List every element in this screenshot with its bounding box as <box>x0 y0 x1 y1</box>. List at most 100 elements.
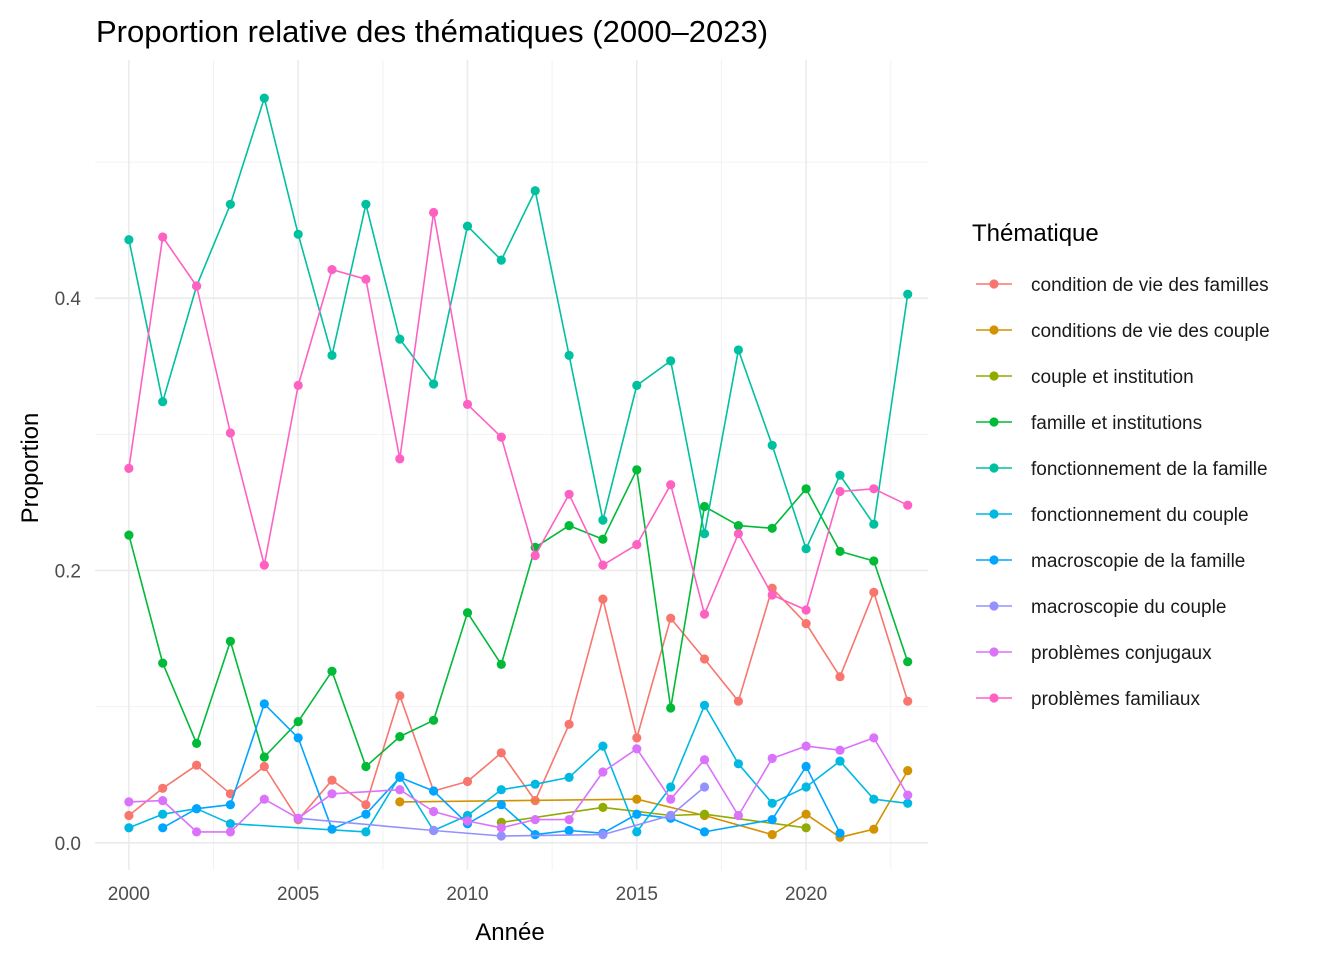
x-tick-label: 2015 <box>616 884 658 905</box>
data-point <box>869 824 879 834</box>
data-point <box>530 830 540 840</box>
data-point <box>327 775 337 785</box>
series-line <box>162 703 841 836</box>
legend-label: condition de vie des familles <box>1031 275 1269 296</box>
data-point <box>767 815 777 825</box>
data-point <box>869 794 879 804</box>
data-point <box>327 350 337 360</box>
data-point <box>869 587 879 597</box>
data-point <box>429 715 439 725</box>
data-point <box>259 761 269 772</box>
data-point <box>767 523 777 533</box>
data-point <box>869 733 879 743</box>
data-point <box>395 785 405 795</box>
x-tick-label: 2000 <box>108 884 150 905</box>
data-point <box>699 827 710 837</box>
data-point <box>158 809 168 819</box>
legend-item: condition de vie des familles <box>976 275 1269 296</box>
data-point <box>293 717 303 727</box>
data-point <box>496 800 506 810</box>
data-point <box>496 432 506 442</box>
data-point <box>361 274 371 284</box>
legend-label: famille et institutions <box>1031 413 1202 434</box>
data-point <box>632 540 642 550</box>
series-layer <box>124 93 913 842</box>
data-point <box>496 255 506 265</box>
data-point <box>327 824 337 834</box>
data-point <box>327 666 337 676</box>
data-point <box>395 691 405 701</box>
data-point <box>801 809 811 819</box>
data-point <box>225 800 235 810</box>
data-point <box>361 199 371 209</box>
legend-key-point <box>989 647 999 657</box>
data-point <box>259 93 269 103</box>
series-line <box>128 469 909 768</box>
data-point <box>496 748 506 758</box>
data-point <box>666 480 676 490</box>
x-tick-label: 2005 <box>277 884 319 905</box>
data-point <box>192 738 202 749</box>
data-point <box>429 207 439 218</box>
data-point <box>530 815 540 825</box>
series-line <box>128 704 908 833</box>
series-line <box>399 770 909 839</box>
data-point <box>801 741 811 751</box>
legend-item: conditions de vie des couple <box>976 321 1270 342</box>
data-point <box>632 465 642 475</box>
x-axis-title: Année <box>475 919 544 946</box>
data-point <box>699 654 710 664</box>
data-point <box>835 470 845 480</box>
data-point <box>429 806 439 817</box>
data-point <box>361 761 371 772</box>
data-point <box>124 463 134 473</box>
data-point <box>903 790 913 800</box>
data-point <box>158 232 168 242</box>
data-point <box>327 789 337 799</box>
data-point <box>835 828 845 838</box>
x-tick-label: 2020 <box>785 884 827 905</box>
data-point <box>124 235 134 245</box>
data-point <box>598 515 608 525</box>
data-point <box>835 756 845 766</box>
series-line <box>128 211 909 615</box>
data-point <box>361 827 371 837</box>
data-point <box>395 334 405 344</box>
data-point <box>903 657 913 667</box>
data-point <box>225 428 235 438</box>
data-point <box>598 802 608 813</box>
series-8 <box>124 733 913 837</box>
data-point <box>564 489 574 499</box>
data-point <box>496 823 506 833</box>
data-point <box>869 519 879 529</box>
data-point <box>462 608 473 618</box>
data-point <box>666 810 676 821</box>
data-point <box>598 741 608 751</box>
data-point <box>192 281 202 291</box>
data-point <box>564 350 574 360</box>
data-point <box>632 794 642 804</box>
data-point <box>598 830 608 840</box>
legend-item: fonctionnement de la famille <box>976 459 1268 480</box>
legend-key-point <box>989 325 999 335</box>
legend-item: problèmes familiaux <box>976 689 1200 710</box>
data-point <box>192 827 202 837</box>
legend-key-point <box>989 509 999 519</box>
data-point <box>699 501 710 512</box>
data-point <box>801 544 811 554</box>
data-point <box>903 500 913 510</box>
data-point <box>699 755 710 765</box>
legend-key-point <box>989 693 999 703</box>
data-point <box>158 796 168 806</box>
data-point <box>598 560 608 570</box>
y-tick-label: 0.2 <box>55 562 81 583</box>
data-point <box>632 733 642 743</box>
legend-item: famille et institutions <box>976 413 1202 434</box>
series-line <box>128 737 909 833</box>
chart-title: Proportion relative des thématiques (200… <box>96 14 768 49</box>
data-point <box>733 529 744 539</box>
data-point <box>462 399 473 409</box>
data-point <box>564 825 574 836</box>
data-point <box>598 534 608 544</box>
